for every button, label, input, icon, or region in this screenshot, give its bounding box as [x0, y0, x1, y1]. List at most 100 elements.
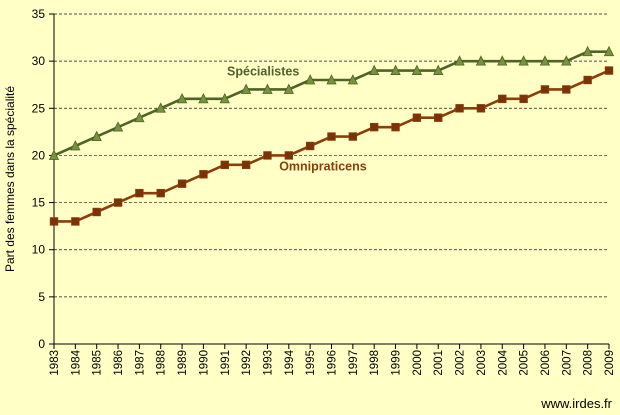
y-tick-labels: 0 5 10 15 20 25 30 35	[32, 7, 46, 351]
data-point	[603, 45, 615, 57]
x-tick-label: 1991	[220, 350, 232, 376]
y-tick-label: 5	[38, 290, 45, 304]
series-label: Spécialistes	[227, 64, 299, 78]
data-point	[198, 92, 209, 104]
data-point	[433, 64, 444, 75]
x-tick-label: 2009	[604, 350, 616, 376]
y-tick-label: 35	[32, 7, 46, 21]
data-point	[49, 217, 59, 226]
x-tick-label: 2002	[455, 350, 467, 376]
data-point	[241, 160, 251, 170]
data-point	[176, 92, 188, 104]
data-point	[134, 111, 145, 123]
data-point	[48, 149, 60, 160]
data-point	[583, 75, 592, 85]
x-tick-label: 1992	[241, 350, 253, 376]
y-tick-label: 0	[38, 337, 45, 351]
x-tick-label: 1987	[134, 350, 146, 376]
source-label: www.irdes.fr	[540, 396, 612, 411]
y-tick-label: 15	[32, 196, 46, 210]
x-tick-label: 2000	[412, 350, 424, 376]
data-point	[369, 122, 379, 132]
data-point	[305, 141, 315, 151]
data-point	[220, 160, 229, 170]
x-tick-label: 1993	[262, 350, 274, 376]
data-point	[263, 151, 272, 160]
data-point	[369, 64, 380, 75]
data-point	[582, 45, 593, 57]
x-tick-label: 1999	[391, 350, 403, 376]
data-point	[305, 74, 316, 85]
data-point	[219, 92, 230, 104]
gridlines	[54, 13, 609, 298]
data-point	[434, 113, 443, 122]
data-point	[71, 217, 80, 226]
data-point	[561, 55, 572, 66]
data-point	[390, 64, 401, 75]
data-point	[519, 94, 528, 104]
x-tick-label: 2008	[583, 350, 595, 376]
x-tick-label: 1995	[305, 350, 317, 376]
data-point	[475, 55, 487, 66]
x-tick-label: 1990	[198, 350, 210, 376]
series-spécialistes	[48, 45, 615, 160]
series-line	[54, 69, 610, 223]
axes	[49, 13, 610, 349]
data-point	[604, 66, 614, 75]
x-tick-label: 1996	[327, 350, 339, 376]
y-tick-label: 25	[32, 101, 46, 115]
data-point	[539, 55, 551, 66]
x-tick-label: 2003	[476, 350, 488, 376]
x-tick-label: 2006	[540, 350, 552, 376]
data-point	[391, 122, 400, 132]
data-point	[155, 102, 166, 113]
x-tick-labels: 1983 1984 1985 1986 1987 1988 1989 1990 1991 1992…	[49, 349, 616, 375]
data-point	[284, 151, 294, 160]
y-axis-label: Part des femmes dans la spécialité	[3, 86, 17, 272]
data-point	[562, 85, 571, 94]
x-tick-label: 2005	[519, 350, 531, 376]
data-point	[135, 188, 144, 198]
y-tick-label: 20	[32, 148, 46, 162]
data-point	[70, 140, 81, 151]
data-point	[518, 55, 529, 66]
data-point	[112, 121, 124, 132]
data-point	[262, 83, 273, 94]
data-point	[91, 130, 102, 141]
y-tick-label: 30	[32, 54, 46, 68]
x-tick-label: 1997	[348, 350, 360, 376]
x-tick-label: 1986	[113, 350, 125, 376]
data-point	[199, 170, 208, 179]
data-point	[347, 74, 358, 85]
x-tick-label: 1983	[49, 350, 61, 376]
data-point	[412, 113, 422, 122]
data-point	[411, 64, 423, 75]
x-tick-label: 1998	[369, 350, 381, 376]
data-point	[92, 207, 101, 217]
data-point	[498, 94, 507, 104]
series-omnipraticens	[49, 66, 614, 226]
data-point	[283, 83, 294, 94]
x-tick-label: 1984	[70, 349, 82, 375]
x-tick-label: 2001	[433, 350, 445, 376]
series-label: Omnipraticens	[279, 160, 367, 174]
series-layer: Spécialistes Omnipraticens	[48, 45, 615, 226]
data-point	[240, 83, 252, 94]
x-tick-label: 1985	[92, 350, 104, 376]
y-tick-label: 10	[32, 243, 46, 257]
data-point	[540, 85, 550, 94]
x-tick-label: 2007	[561, 350, 573, 376]
data-point	[113, 198, 123, 207]
data-point	[177, 179, 187, 188]
data-point	[455, 104, 464, 113]
data-point	[476, 104, 486, 113]
x-tick-label: 1989	[177, 350, 189, 376]
data-point	[454, 55, 465, 66]
data-point	[326, 74, 337, 85]
data-point	[327, 132, 336, 141]
data-point	[348, 132, 358, 141]
data-point	[156, 188, 165, 198]
x-tick-label: 1994	[284, 349, 296, 375]
x-tick-label: 2004	[497, 349, 509, 375]
